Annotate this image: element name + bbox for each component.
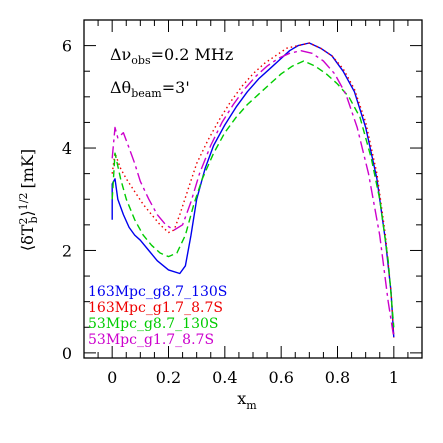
- y-tick-label: 4: [62, 139, 72, 158]
- x-tick-label: 0.8: [325, 368, 350, 387]
- legend-entry-1: 163Mpc_g8.7_130S: [88, 284, 227, 300]
- series-line-3: [111, 60, 395, 328]
- y-tick-label: 6: [62, 37, 72, 56]
- x-tick-label: 0.6: [268, 368, 293, 387]
- series-lines: [111, 42, 395, 338]
- series-line-1: [111, 42, 395, 338]
- y-tick-label: 0: [62, 344, 72, 363]
- legend: 163Mpc_g8.7_130S163Mpc_g1.7_8.7S53Mpc_g8…: [88, 284, 227, 348]
- series-line-4: [111, 50, 395, 338]
- x-axis-title: xm: [237, 389, 257, 412]
- annotation-frequency: Δνobs=0.2 MHz: [110, 45, 233, 67]
- legend-entry-3: 53Mpc_g8.7_130S: [88, 316, 219, 332]
- axis-tick-labels: 0 0.2 0.4 0.6 0.8 1 0 2 4 6: [62, 37, 399, 387]
- x-tick-label: 0.4: [212, 368, 237, 387]
- legend-entry-2: 163Mpc_g1.7_8.7S: [88, 300, 223, 316]
- y-tick-label: 2: [62, 241, 72, 260]
- annotation-beam: Δθbeam=3': [110, 78, 190, 100]
- y-axis-title: ⟨δT2b⟩1/2[mK]: [17, 149, 40, 251]
- legend-entry-4: 53Mpc_g1.7_8.7S: [88, 332, 214, 348]
- axis-ticks: [83, 19, 423, 358]
- series-line-2: [111, 42, 395, 338]
- x-tick-label: 0: [107, 368, 117, 387]
- x-tick-label: 1: [389, 368, 399, 387]
- x-tick-label: 0.2: [156, 368, 181, 387]
